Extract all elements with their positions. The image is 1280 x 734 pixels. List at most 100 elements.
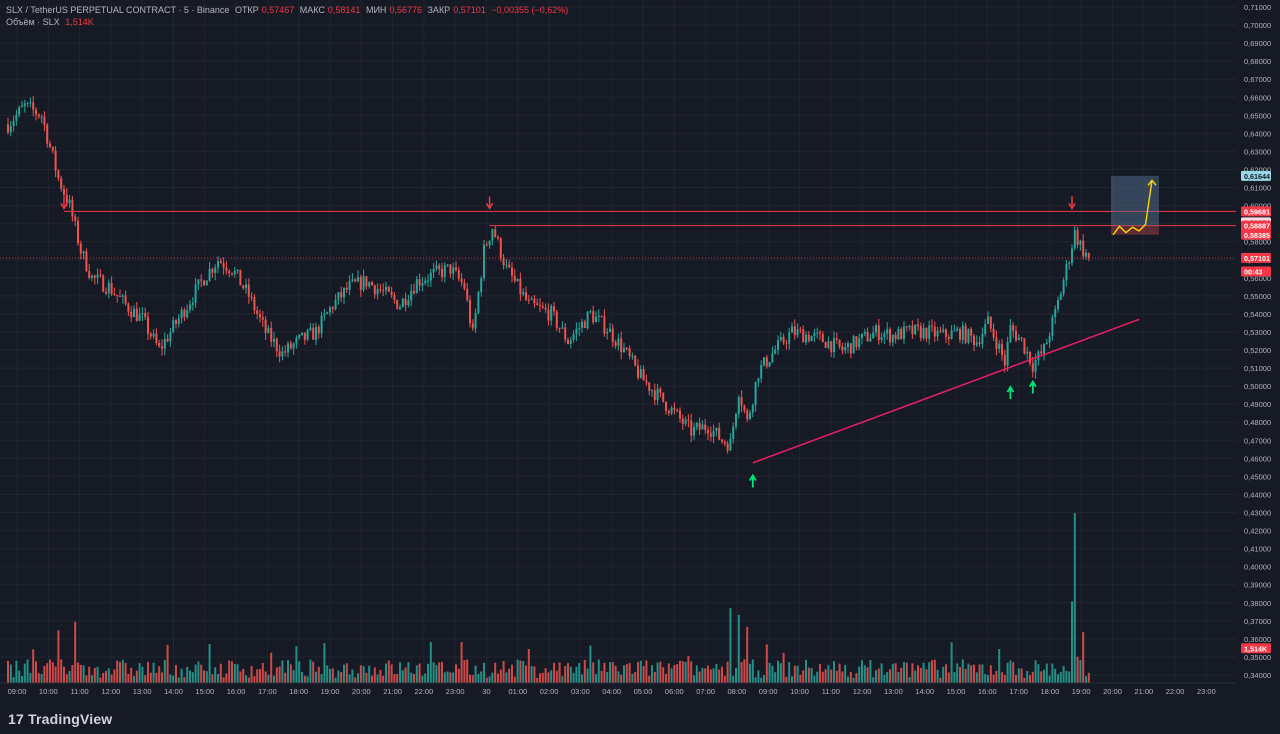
volume-bar (1040, 671, 1043, 683)
volume-bar (217, 674, 219, 683)
volume-bar (1079, 660, 1082, 683)
volume-bar (625, 664, 628, 683)
candle-body (813, 332, 816, 337)
volume-bar (970, 665, 973, 683)
symbol-title[interactable]: SLX / TetherUS PERPETUAL CONTRACT · 5 · … (6, 5, 230, 15)
candle-body (32, 102, 35, 110)
candle-body (306, 330, 309, 340)
volume-bar (1071, 601, 1073, 683)
candle-body (611, 328, 614, 342)
volume-bar (1082, 632, 1085, 683)
candle-body (474, 312, 477, 329)
volume-bar (905, 662, 908, 683)
volume-bar (642, 666, 645, 683)
volume-bar (93, 667, 96, 683)
candle-body (278, 351, 281, 357)
volume-bar (399, 662, 401, 683)
candle-body (625, 348, 628, 350)
symbol-legend[interactable]: SLX / TetherUS PERPETUAL CONTRACT · 5 · … (6, 5, 571, 15)
volume-bar (413, 674, 415, 683)
volume-bar (303, 675, 306, 683)
volume-bar (46, 663, 49, 683)
candle-body (180, 309, 183, 319)
volume-bar (382, 675, 385, 683)
candle-body (267, 327, 270, 333)
volume-bar (1006, 662, 1009, 683)
volume-bar (760, 677, 763, 683)
volume-bar (992, 674, 995, 683)
price-badge (1241, 252, 1271, 263)
volume-bar (567, 663, 569, 683)
volume-legend[interactable]: Объём · SLX 1,514K (6, 17, 97, 27)
candle-body (673, 407, 676, 410)
volume-bars (7, 513, 1090, 683)
volume-bar (1062, 666, 1065, 683)
candle-body (903, 326, 905, 340)
volume-bar (953, 672, 956, 683)
volume-bar (743, 659, 746, 683)
price-tick-label: 0,68000 (1244, 57, 1271, 66)
candle-body (595, 316, 597, 323)
candle-body (690, 420, 693, 436)
tradingview-logo[interactable]: 17 TradingView (8, 711, 112, 727)
volume-bar (687, 655, 690, 683)
volume-bar (177, 677, 180, 683)
volume-bar (877, 668, 880, 683)
time-tick-label: 03:00 (571, 687, 590, 696)
volume-bar (698, 671, 701, 683)
candle-body (1006, 342, 1009, 366)
close-value: 0,57101 (453, 5, 486, 15)
volume-bar (1009, 660, 1012, 683)
volume-bar (281, 660, 284, 683)
volume-bar (180, 668, 183, 683)
volume-bar (712, 668, 715, 683)
price-tick-label: 0,64000 (1244, 129, 1271, 138)
candle-body (740, 397, 743, 406)
volume-bar (15, 660, 18, 683)
candle-body (880, 337, 883, 341)
volume-bar (995, 670, 998, 683)
time-tick-label: 07:00 (696, 687, 715, 696)
chart-canvas[interactable]: 0,71000 0,70000 0,69000 0,68000 0,67000 0,660… (0, 0, 1280, 702)
volume-bar (107, 668, 110, 683)
volume-bar (410, 672, 413, 683)
volume-bar (200, 664, 203, 683)
volume-bar (513, 676, 516, 683)
volume-bar (956, 663, 959, 683)
arrow-up-head (1006, 385, 1015, 393)
volume-bar (595, 674, 597, 683)
candle-body (242, 285, 245, 289)
time-tick-label: 23:00 (1197, 687, 1216, 696)
volume-bar (116, 660, 119, 683)
volume-bar (569, 666, 572, 683)
time-tick-label: 12:00 (853, 687, 872, 696)
candle-body (469, 299, 471, 324)
candle-body (21, 105, 23, 108)
candle-body (1071, 248, 1073, 263)
volume-bar (121, 659, 124, 683)
volume-bar (735, 668, 737, 683)
candle-body (970, 329, 973, 336)
volume-bar (581, 674, 583, 683)
volume-bar (82, 665, 85, 683)
volume-bar (835, 670, 838, 683)
arrow-down-head (60, 202, 68, 210)
volume-bar (838, 663, 841, 683)
candle-body (844, 347, 847, 351)
volume-bar (931, 660, 933, 683)
candle-body (189, 304, 191, 310)
candle-body (1065, 263, 1068, 281)
high-value: 0,58141 (327, 5, 361, 15)
candle-body (502, 258, 505, 266)
candle-body (497, 237, 499, 239)
volume-bar (452, 672, 455, 683)
candle-body (606, 331, 609, 334)
volume-bar (219, 663, 222, 683)
candle-body (992, 328, 995, 338)
volume-bar (499, 669, 502, 683)
volume-bar (886, 672, 889, 683)
volume-bar (247, 677, 250, 683)
candle-body (936, 330, 939, 337)
candle-body (905, 326, 908, 328)
candle-body (953, 330, 956, 332)
